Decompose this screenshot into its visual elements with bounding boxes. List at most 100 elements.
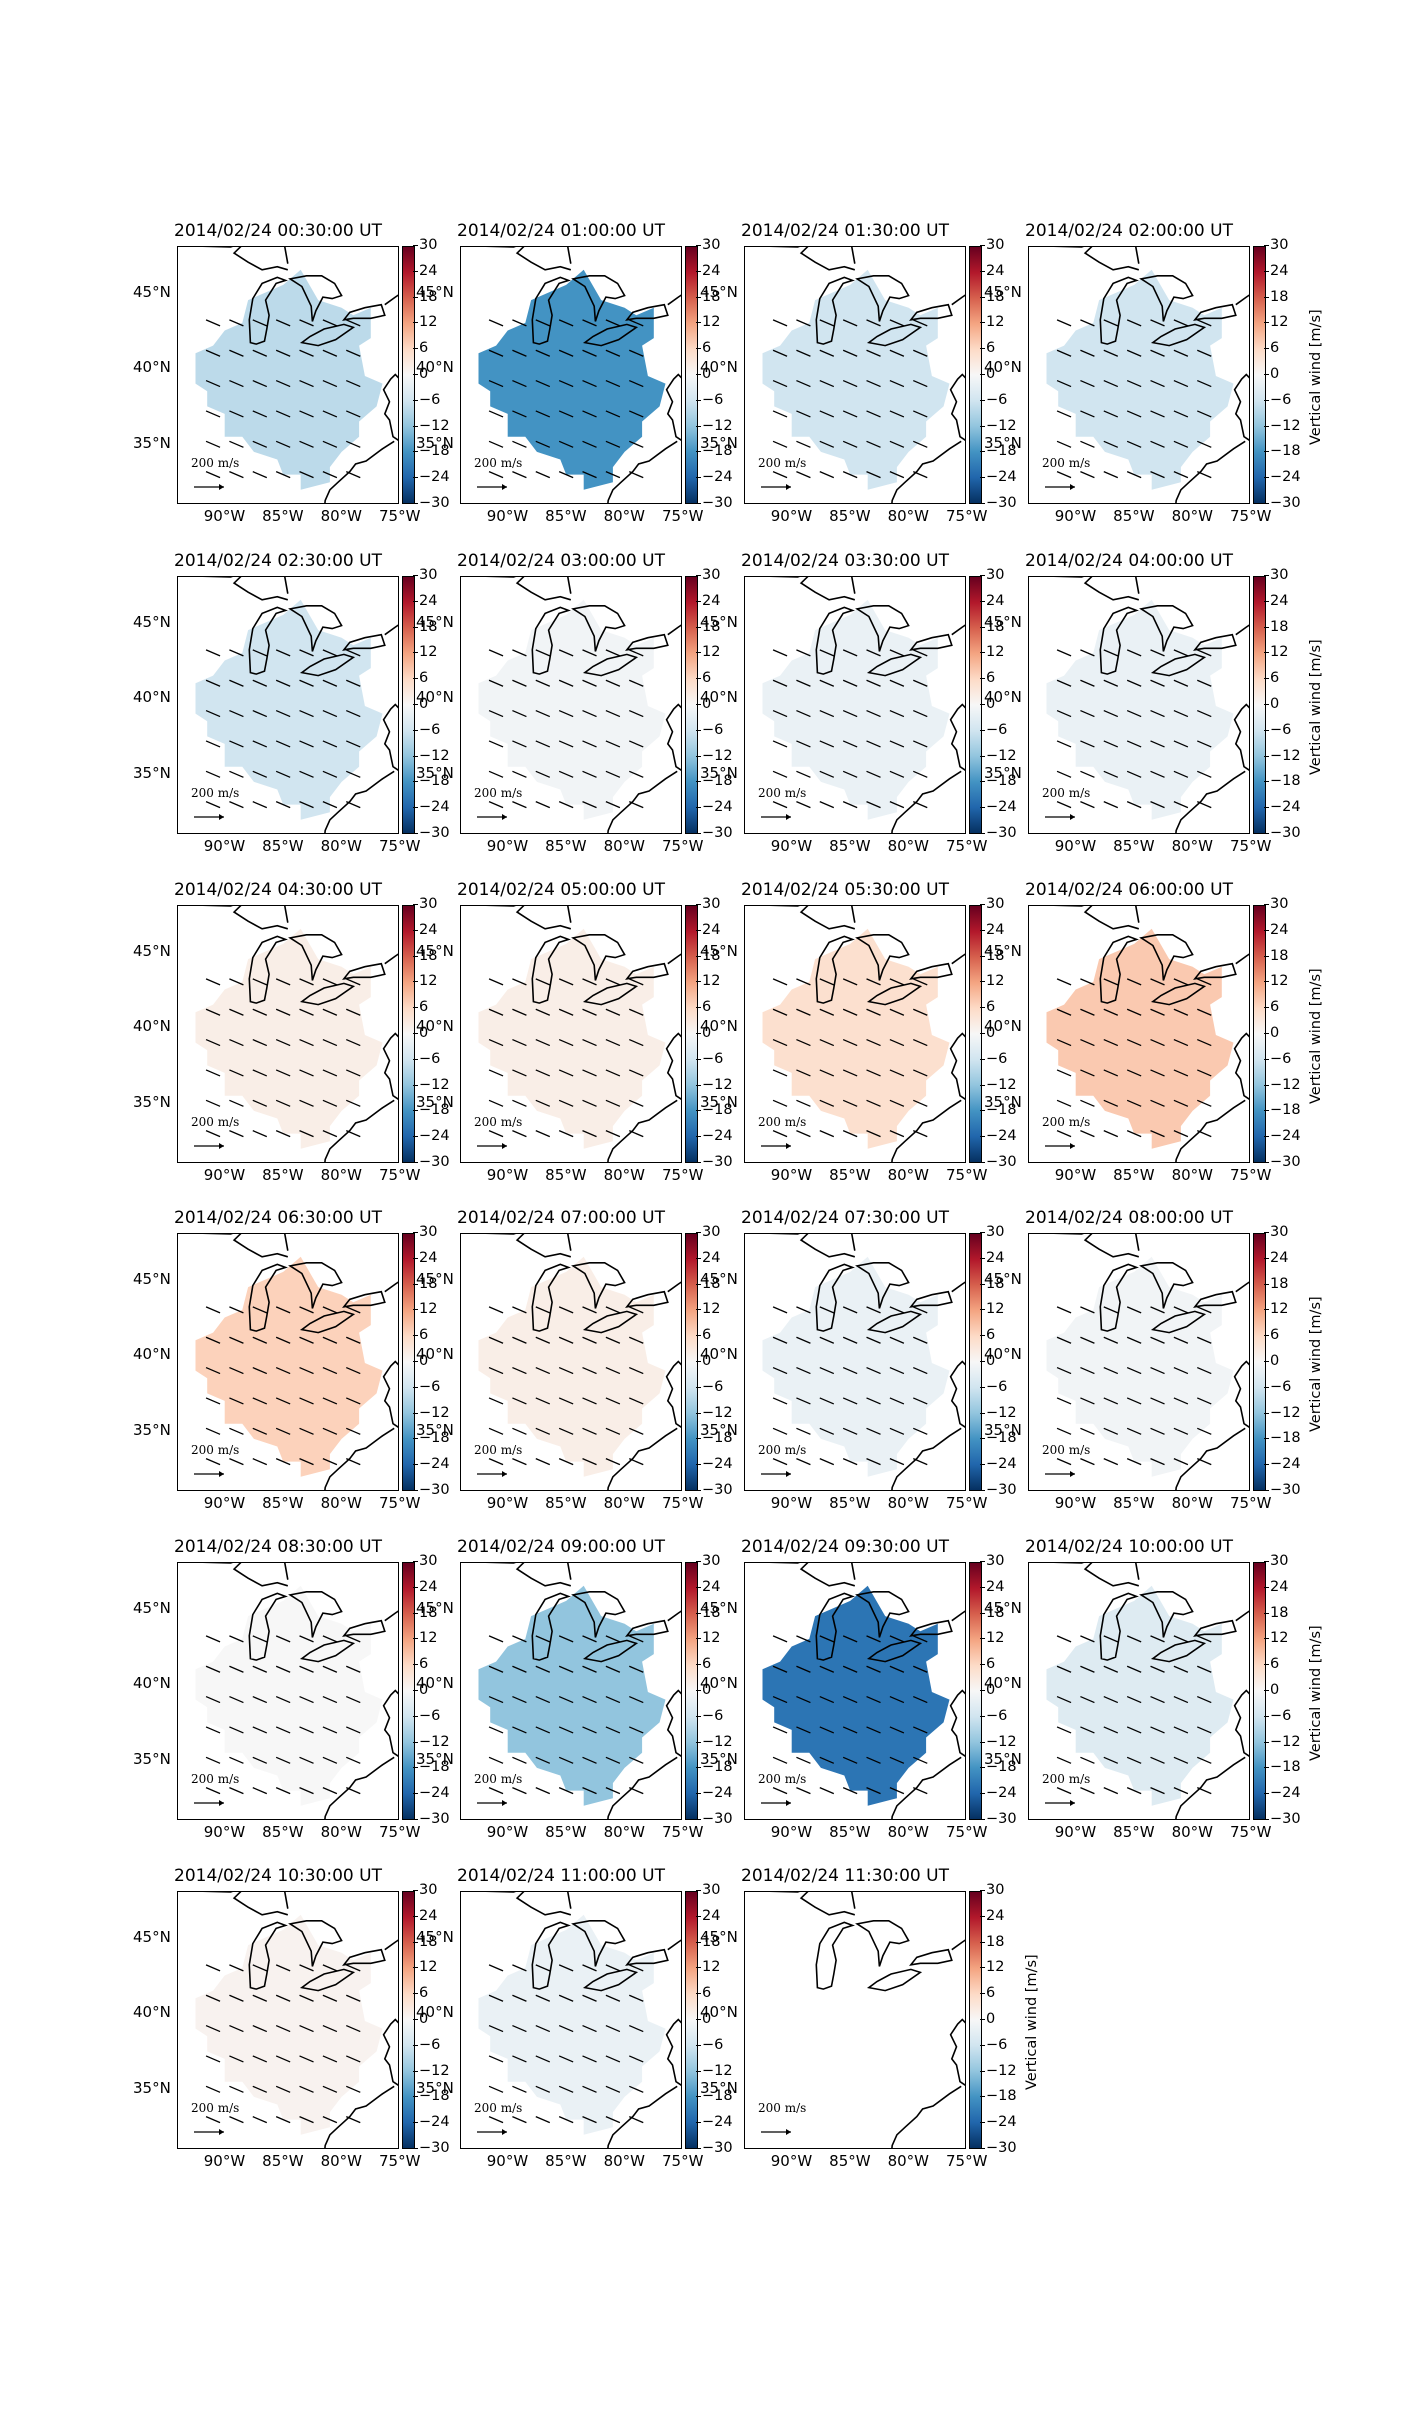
colorbar-tick-label: −24 xyxy=(1264,1456,1301,1473)
colorbar-tick-label: 12 xyxy=(412,1630,438,1647)
coastline xyxy=(299,982,356,1006)
wind-vector xyxy=(229,349,244,357)
wind-vector xyxy=(535,1130,551,1138)
colorbar-tick-label: 18 xyxy=(412,288,438,305)
latitude-label: 45°N xyxy=(416,1927,454,1946)
wind-vector xyxy=(535,1336,551,1344)
wind-vector xyxy=(1173,1069,1189,1077)
coastline xyxy=(891,440,962,503)
coastline xyxy=(667,953,681,965)
wind-vector xyxy=(322,2055,338,2063)
wind-vector xyxy=(866,1756,881,1764)
colorbar xyxy=(969,576,982,834)
colorbar-tick-label: 18 xyxy=(412,947,438,964)
wind-vector xyxy=(1056,679,1072,687)
wind-vector xyxy=(913,1787,928,1795)
wind-vector xyxy=(299,2055,314,2063)
colorbar xyxy=(402,576,415,834)
wind-vector xyxy=(1173,1038,1189,1047)
colorbar-tick-label: −24 xyxy=(980,799,1017,816)
wind-vector xyxy=(866,471,881,479)
coastline xyxy=(1139,1591,1194,1638)
wind-vector xyxy=(205,1069,221,1077)
wind-vector xyxy=(1173,1635,1189,1643)
wind-vector xyxy=(346,649,361,657)
longitude-label: 75°W xyxy=(379,837,421,855)
colorbar-tick-label: −18 xyxy=(696,1759,733,1776)
map-canvas xyxy=(761,577,965,833)
colorbar-tick-label: −12 xyxy=(980,747,1017,764)
coastline xyxy=(232,577,289,601)
wind-vector xyxy=(1103,471,1119,479)
colorbar-tick-label: 30 xyxy=(979,567,1005,583)
wind-vector xyxy=(819,1336,835,1344)
wind-vector xyxy=(605,349,621,357)
coastline xyxy=(866,982,923,1006)
wind-vector xyxy=(512,1695,527,1704)
wind-vector xyxy=(535,1458,551,1466)
colorbar-tick-label: −18 xyxy=(980,1759,1017,1776)
wind-vector xyxy=(275,649,291,657)
wind-vector xyxy=(252,679,268,687)
wind-vector xyxy=(796,319,811,327)
map-canvas xyxy=(1045,247,1249,503)
wind-vector xyxy=(842,649,858,657)
wind-vector xyxy=(889,1787,905,1795)
scale-arrow-head xyxy=(219,2129,224,2135)
wind-vector xyxy=(842,1695,858,1704)
wind-vector xyxy=(819,709,835,718)
map-canvas xyxy=(194,247,398,503)
wind-vector xyxy=(322,1306,338,1314)
colorbar-tick-label: 0 xyxy=(1263,1682,1280,1698)
panel-title: 2014/02/24 09:00:00 UT xyxy=(457,1537,665,1557)
wind-vector xyxy=(346,2024,361,2033)
scale-label: 200 m/s xyxy=(474,786,523,800)
wind-vector xyxy=(629,740,644,748)
map-panel xyxy=(1028,1562,1250,1820)
longitude-label: 80°W xyxy=(887,1823,929,1841)
colorbar-tick-label: 18 xyxy=(1263,947,1289,964)
longitude-label: 75°W xyxy=(379,1166,421,1184)
coastline xyxy=(582,653,639,677)
wind-vector xyxy=(842,801,858,809)
wind-vector xyxy=(629,1756,644,1764)
wind-vector xyxy=(772,978,788,986)
latitude-label: 45°N xyxy=(416,941,454,960)
coastline xyxy=(607,1099,678,1162)
wind-vector xyxy=(582,440,597,448)
latitude-label: 45°N xyxy=(984,1269,1022,1288)
wind-vector xyxy=(229,649,244,657)
coastline xyxy=(299,1639,356,1663)
longitude-label: 85°W xyxy=(829,507,871,525)
colorbar-tick-label: −18 xyxy=(1264,1759,1301,1776)
colorbar-tick-label: 24 xyxy=(695,921,721,938)
map-panel xyxy=(744,1562,966,1820)
wind-vector xyxy=(535,2024,551,2033)
coastline xyxy=(1175,1756,1246,1819)
colorbar-tick-label: −18 xyxy=(696,1430,733,1447)
map-canvas xyxy=(1045,1234,1249,1490)
colorbar xyxy=(969,905,982,1163)
colorbar-tick-label: 12 xyxy=(1263,314,1289,331)
wind-vector xyxy=(275,740,291,748)
colorbar-tick-label: 18 xyxy=(695,947,721,964)
coastline xyxy=(324,1427,395,1490)
wind-vector xyxy=(252,1635,268,1643)
wind-vector xyxy=(629,770,644,778)
wind-vector xyxy=(866,1726,881,1734)
colorbar-tick-label: 0 xyxy=(412,1353,429,1369)
coastline xyxy=(951,1281,965,1293)
wind-vector xyxy=(889,1099,905,1107)
wind-vector xyxy=(605,1787,621,1795)
colorbar-tick-label: 12 xyxy=(695,1959,721,1976)
colorbar-tick-label: −18 xyxy=(1264,443,1301,460)
wind-vector xyxy=(605,649,621,657)
colorbar-tick-label: −30 xyxy=(1264,825,1301,841)
colorbar-tick-label: 12 xyxy=(979,1959,1005,1976)
wind-vector xyxy=(488,801,504,809)
wind-vector xyxy=(1103,1306,1119,1314)
latitude-label: 35°N xyxy=(133,434,171,453)
wind-vector xyxy=(819,319,835,327)
wind-vector xyxy=(1126,379,1142,388)
colorbar-tick-label: −6 xyxy=(695,1378,724,1395)
